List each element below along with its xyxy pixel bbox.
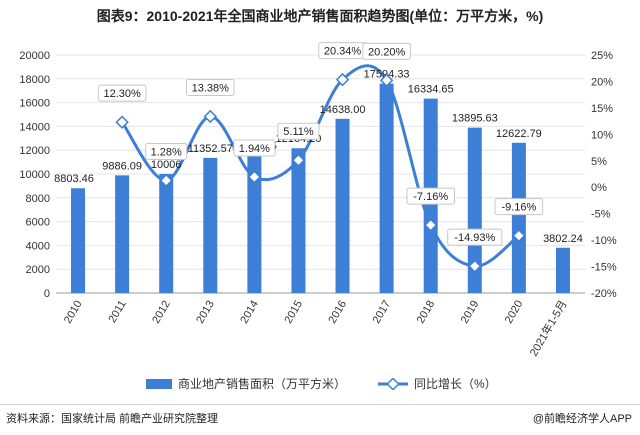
y-left-tick-label: 18000 [19,74,50,86]
x-tick-label: 2014 [238,299,261,326]
y-right-tick-label: 20% [591,76,613,88]
y-right-tick-label: 10% [591,129,613,141]
bar [467,127,482,294]
growth-label: 1.94% [239,143,270,155]
growth-label: 13.38% [192,82,230,94]
bar-value-label: 9886.09 [102,160,142,172]
y-right-tick-label: 25% [591,50,613,62]
bar [379,83,394,293]
bar-value-label: 16334.65 [408,84,454,96]
y-right-tick-label: 5% [591,156,607,168]
growth-label: 5.11% [283,126,314,138]
growth-label-box [97,84,147,102]
growth-label: 1.28% [151,146,182,158]
bar-value-label: 13895.63 [452,113,498,125]
bar [335,118,350,293]
growth-label: 20.20% [368,46,406,58]
x-tick-label: 2021年1-5月 [526,298,569,359]
x-tick-label: 2015 [282,299,305,326]
y-left-tick-label: 16000 [19,98,50,110]
bar-value-label: 8803.46 [54,173,94,185]
bar-value-label: 14638.00 [320,104,366,116]
growth-label: -14.93% [454,232,495,244]
y-right-tick-label: 0% [591,182,607,194]
y-left-tick-label: 2000 [26,264,50,276]
y-left-tick-label: 8000 [26,193,50,205]
bar-value-label: 10006 [151,159,182,171]
y-left-tick-label: 6000 [26,217,50,229]
y-left-tick-label: 10000 [19,169,50,181]
growth-marker [203,109,218,124]
growth-marker [291,153,306,167]
bar-value-label: 12622.79 [496,128,542,140]
y-right-tick-label: -10% [591,235,617,247]
bar-value-label: 11352.57 [188,143,233,155]
footer-divider [0,404,640,405]
bar [555,247,570,293]
growth-label: -7.16% [413,191,448,203]
growth-marker [115,115,129,129]
growth-marker [247,170,262,184]
growth-marker [335,72,350,87]
growth-label-box [447,228,503,246]
x-tick-label: 2020 [503,299,526,326]
y-left-tick-label: 12000 [19,145,50,157]
bar [511,142,526,293]
growth-marker [468,259,482,273]
bar [203,157,218,293]
growth-label-box [277,122,320,140]
growth-label: 20.34% [324,46,362,58]
growth-label-box [145,142,188,160]
legend-line: 同比增长（%） [378,375,497,392]
legend-bar: 商业地产销售面积（万平方米） [146,375,346,392]
growth-marker [423,218,438,232]
y-left-tick-label: 0 [44,288,50,300]
x-tick-label: 2019 [459,299,482,326]
combo-chart: 0 2000 4000 6000 8000 10000 12000 14000 16000 180… [19,42,617,359]
y-right-tick-label: -15% [591,262,617,274]
source-note: 资料来源：国家统计局 前瞻产业研究院整理 [6,413,219,425]
y-left-tick-label: 14000 [19,121,50,133]
bar [247,155,262,293]
legend-bar-label: 商业地产销售面积（万平方米） [178,377,347,391]
x-tick-label: 2013 [194,299,217,326]
y-right-tick-label: 15% [591,103,613,115]
y-left-tick-label: 20000 [19,50,50,62]
x-tick-label: 2017 [371,299,394,326]
growth-label: 12.30% [103,88,141,100]
bar [71,188,86,293]
legend-bar-swatch [146,378,172,389]
bar [159,173,174,293]
bar [291,148,306,293]
chart-title: 图表9：2010-2021年全国商业地产销售面积趋势图(单位：万平方米，%) [96,8,544,24]
brand-credit: @前瞻经济学人APP [532,413,632,425]
growth-marker [512,228,526,243]
x-tick-label: 2011 [107,299,129,325]
legend-line-swatch [378,377,408,390]
bar [115,175,130,293]
x-tick-label: 2012 [150,299,173,326]
y-right-tick-label: -5% [591,209,611,221]
growth-label-box [494,198,544,216]
x-tick-label: 2018 [415,299,438,326]
bar-value-label: 3802.24 [543,233,583,245]
growth-label-box [406,187,456,205]
growth-label-box [233,139,276,157]
growth-marker [159,173,173,188]
growth-label: -9.16% [501,202,536,214]
y-left-tick-label: 4000 [26,240,50,252]
legend-line-label: 同比增长（%） [414,377,497,391]
growth-label-box [362,42,411,60]
growth-label-box [185,78,235,96]
y-right-tick-label: -20% [591,288,617,300]
growth-marker [379,73,394,88]
x-tick-label: 2010 [62,299,85,326]
x-tick-label: 2016 [327,299,350,326]
